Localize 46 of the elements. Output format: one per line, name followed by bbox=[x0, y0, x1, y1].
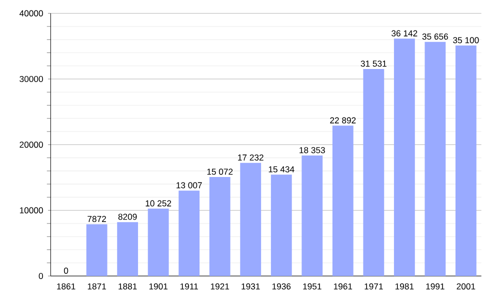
data-label: 31 531 bbox=[360, 60, 386, 67]
bar bbox=[363, 68, 384, 276]
x-tick-label: 1981 bbox=[395, 283, 414, 290]
data-label: 18 353 bbox=[300, 147, 325, 154]
x-tick-label: 1931 bbox=[242, 283, 260, 290]
bar bbox=[270, 174, 292, 276]
y-tick-label: 20000 bbox=[20, 142, 43, 148]
data-label: 35 100 bbox=[453, 37, 479, 44]
x-tick-label: 1971 bbox=[364, 283, 383, 290]
data-label: 7872 bbox=[88, 216, 106, 222]
data-label: 17 232 bbox=[238, 154, 264, 161]
y-tick-label: 30000 bbox=[20, 76, 43, 82]
bar bbox=[148, 208, 169, 276]
x-tick-label: 1936 bbox=[272, 283, 291, 290]
data-label: 36 142 bbox=[392, 30, 418, 36]
x-tick-label: 1991 bbox=[426, 283, 444, 290]
data-label: 8209 bbox=[118, 214, 137, 220]
y-tick-label: 40000 bbox=[20, 10, 43, 16]
x-tick-label: 1951 bbox=[303, 283, 322, 290]
bar bbox=[332, 126, 354, 276]
x-tick-label: 1871 bbox=[88, 283, 106, 290]
data-label: 10 252 bbox=[146, 200, 172, 206]
data-label: 22 892 bbox=[330, 117, 356, 124]
x-tick-label: 1881 bbox=[118, 283, 137, 290]
x-tick-label: 1911 bbox=[180, 283, 198, 290]
x-tick-label: 1901 bbox=[149, 283, 168, 290]
x-tick-label: 1861 bbox=[57, 283, 76, 290]
bar bbox=[455, 46, 476, 276]
x-tick-label: 2001 bbox=[456, 283, 476, 290]
bar bbox=[302, 155, 323, 276]
y-tick-label: 10000 bbox=[20, 207, 43, 214]
data-label: 15 072 bbox=[207, 168, 233, 175]
bar bbox=[394, 38, 415, 276]
x-tick-label: 1921 bbox=[210, 283, 230, 290]
bar bbox=[209, 177, 230, 276]
bar bbox=[86, 224, 108, 276]
data-label: 15 434 bbox=[268, 166, 294, 172]
bar bbox=[240, 162, 262, 276]
y-tick-label: 0 bbox=[38, 272, 43, 280]
bar bbox=[117, 222, 138, 276]
bar bbox=[178, 190, 200, 276]
data-label: 35 656 bbox=[422, 33, 448, 40]
x-tick-label: 1961 bbox=[334, 283, 352, 290]
bar bbox=[424, 42, 446, 276]
data-label: 0 bbox=[64, 268, 68, 274]
data-label: 13 007 bbox=[176, 182, 202, 188]
